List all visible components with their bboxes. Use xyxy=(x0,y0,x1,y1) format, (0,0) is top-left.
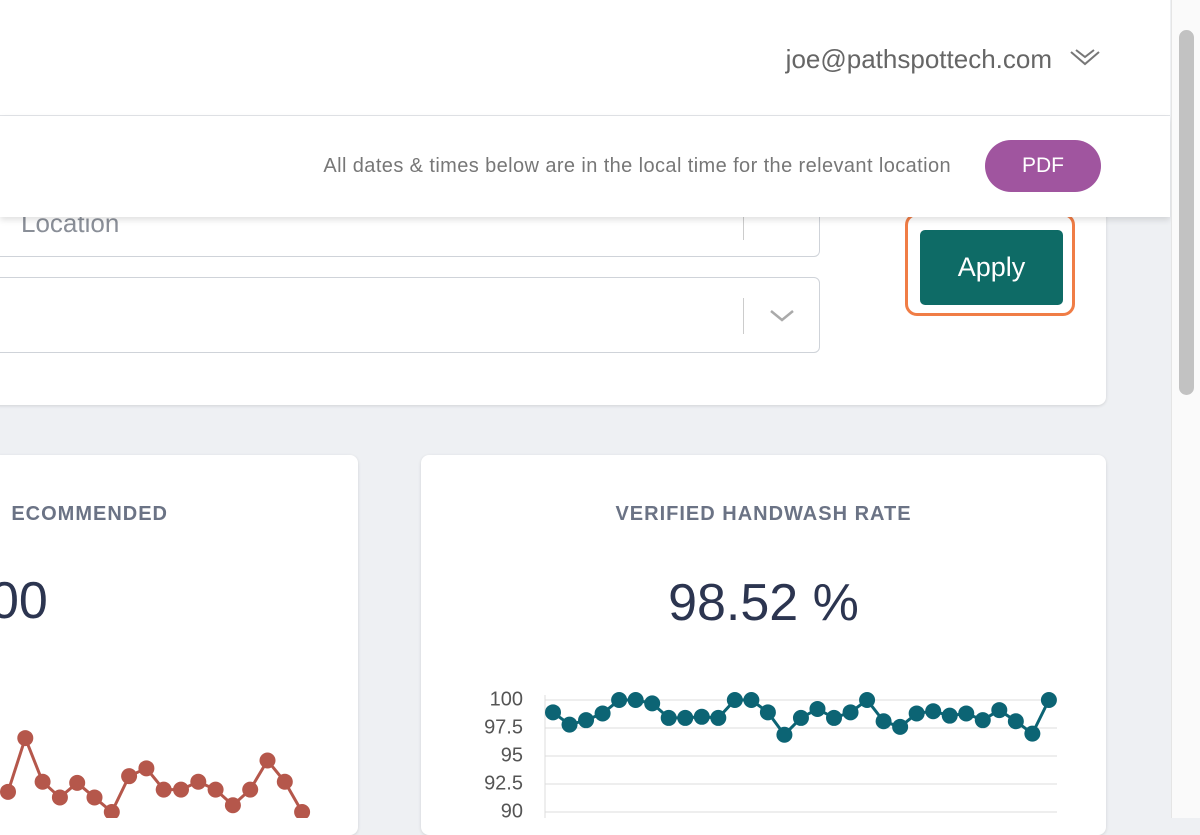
data-point xyxy=(991,702,1008,719)
data-point xyxy=(155,781,172,798)
data-point xyxy=(743,692,760,708)
data-point xyxy=(925,703,942,720)
apply-button[interactable]: Apply xyxy=(920,230,1063,305)
data-point xyxy=(908,705,925,722)
data-point xyxy=(190,773,207,790)
data-point xyxy=(941,707,958,724)
data-point xyxy=(677,709,694,726)
card-title: ECOMMENDED xyxy=(11,503,168,525)
data-point xyxy=(1024,725,1041,742)
divider xyxy=(743,298,744,334)
divider xyxy=(743,206,744,240)
data-point xyxy=(86,789,103,806)
data-point xyxy=(776,726,793,743)
data-point xyxy=(1040,692,1057,708)
data-point xyxy=(0,783,16,800)
data-point xyxy=(875,713,892,730)
data-point xyxy=(224,797,241,814)
data-point xyxy=(545,704,561,721)
data-point xyxy=(792,709,809,726)
data-point xyxy=(578,712,595,729)
data-point xyxy=(259,752,276,769)
user-email[interactable]: joe@pathspottech.com xyxy=(785,44,1052,74)
data-point xyxy=(660,709,677,726)
data-point xyxy=(594,705,611,722)
series-line xyxy=(6,733,304,815)
top-bar: joe@pathspottech.com xyxy=(0,0,1170,116)
data-point xyxy=(276,773,293,790)
data-point xyxy=(611,692,628,708)
timezone-note: All dates & times below are in the local… xyxy=(323,155,951,177)
data-point xyxy=(103,804,120,818)
y-tick-label: 97.5 xyxy=(484,716,523,738)
card-value: 98.52 % xyxy=(668,574,859,632)
y-tick-label: 90 xyxy=(501,800,523,818)
y-tick-label: 95 xyxy=(501,744,523,766)
data-point xyxy=(34,773,51,790)
data-point xyxy=(693,708,710,725)
data-point xyxy=(242,781,259,798)
second-select[interactable] xyxy=(0,277,820,353)
pdf-button[interactable]: PDF xyxy=(985,140,1101,192)
data-point xyxy=(710,709,727,726)
data-point xyxy=(207,781,224,798)
data-point xyxy=(69,774,86,791)
chart: 90 92.5 95 97.5 100 xyxy=(484,688,1057,818)
toolbar: All dates & times below are in the local… xyxy=(0,116,1170,217)
data-point xyxy=(17,730,34,747)
scrollbar-thumb[interactable] xyxy=(1179,30,1194,395)
y-tick-label: 100 xyxy=(490,688,523,710)
data-point xyxy=(138,760,155,777)
card-title: VERIFIED HANDWASH RATE xyxy=(615,503,912,525)
data-point xyxy=(1007,713,1024,730)
data-point xyxy=(644,695,661,712)
metric-card: ECOMMENDED 00 xyxy=(0,455,358,835)
card-value: 00 xyxy=(0,572,48,630)
data-point xyxy=(627,692,644,708)
y-tick-label: 92.5 xyxy=(484,772,523,794)
data-point xyxy=(173,781,189,798)
data-point xyxy=(759,704,776,721)
metric-card: VERIFIED HANDWASH RATE 98.52 % xyxy=(421,455,1106,835)
data-point xyxy=(974,712,991,729)
data-point xyxy=(726,692,743,708)
data-point xyxy=(859,692,876,708)
data-point xyxy=(51,789,68,806)
user-menu-chevron[interactable] xyxy=(1068,46,1102,70)
data-point xyxy=(294,804,311,818)
scrollbar xyxy=(1171,0,1200,818)
chart xyxy=(0,730,311,818)
data-point xyxy=(121,768,138,785)
data-point xyxy=(892,718,909,735)
data-point xyxy=(809,700,826,717)
data-point xyxy=(842,704,859,721)
data-point xyxy=(826,709,843,726)
data-point xyxy=(561,716,578,733)
data-point xyxy=(958,705,975,722)
chevron xyxy=(770,310,794,322)
